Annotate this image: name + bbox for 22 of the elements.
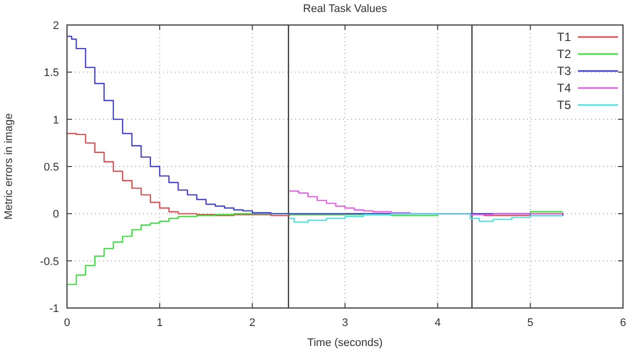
x-tick-label: 3 <box>342 317 348 329</box>
legend-label: T1 <box>556 30 572 44</box>
y-axis-title: Metric errors in image <box>3 113 15 220</box>
chart-title: Real Task Values <box>303 3 388 15</box>
x-tick-label: 0 <box>64 317 70 329</box>
y-tick-label: 0 <box>52 208 59 221</box>
y-tick-label: -0.5 <box>40 256 59 268</box>
legend-label: T3 <box>556 64 572 78</box>
y-tick-label: 1.5 <box>44 67 59 80</box>
legend-label: T2 <box>556 47 572 61</box>
x-tick-label: 2 <box>249 317 256 329</box>
x-tick-label: 6 <box>620 317 626 329</box>
y-tick-label: 2 <box>52 20 59 32</box>
y-tick-label: 0.5 <box>44 162 59 174</box>
x-tick-label: 4 <box>434 317 441 329</box>
legend-label: T5 <box>556 98 572 112</box>
x-tick-label: 1 <box>156 317 163 329</box>
x-tick-label: 5 <box>527 317 534 329</box>
legend-label: T4 <box>556 81 572 95</box>
y-tick-label: -1 <box>49 303 59 315</box>
y-tick-label: 1 <box>52 114 59 126</box>
x-axis-title: Time (seconds) <box>307 337 383 349</box>
